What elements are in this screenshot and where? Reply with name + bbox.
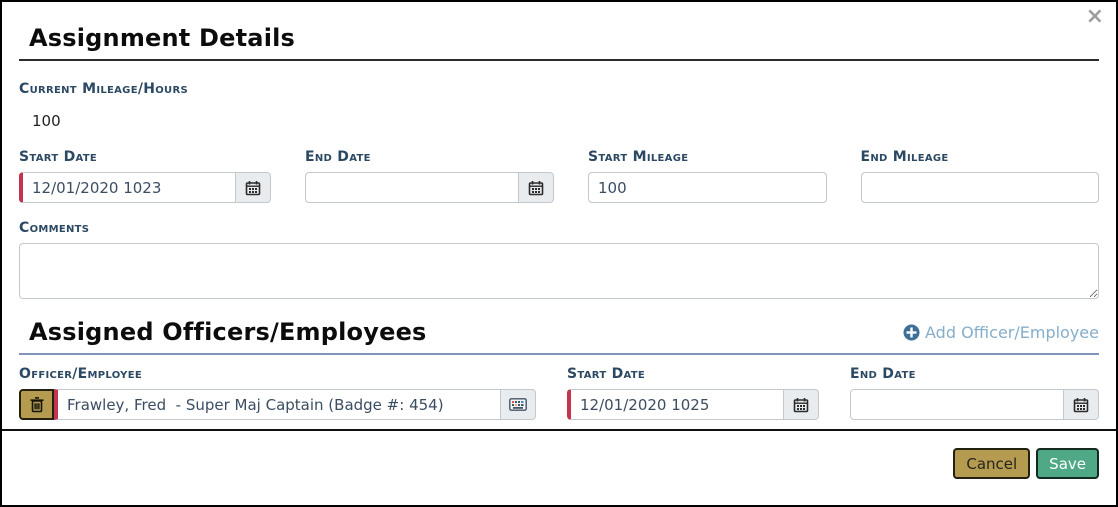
- start-mileage-field: Start Mileage: [588, 149, 827, 203]
- assignment-fields-row: Start Date: [19, 149, 1099, 203]
- officer-end-date-label: End Date: [850, 366, 916, 382]
- modal-footer: Cancel Save: [2, 448, 1099, 479]
- officer-start-date-label: Start Date: [567, 366, 646, 382]
- end-date-label: End Date: [305, 149, 371, 165]
- current-mileage-value: 100: [32, 112, 61, 130]
- title-divider: [19, 59, 1099, 61]
- officer-employee-label: Officer/Employee: [19, 366, 142, 382]
- current-mileage-label: Current Mileage/Hours: [19, 81, 188, 97]
- officer-end-date-field: End Date: [850, 366, 1099, 420]
- calendar-icon[interactable]: [519, 172, 554, 203]
- officer-row: Officer/Employee: [19, 366, 1099, 420]
- modal-content: Assignment Details Current Mileage/Hours…: [2, 24, 1116, 420]
- add-officer-link[interactable]: Add Officer/Employee: [903, 323, 1099, 342]
- trash-icon: [30, 396, 44, 413]
- calendar-icon[interactable]: [1064, 389, 1099, 420]
- officer-end-date-input[interactable]: [850, 389, 1064, 420]
- close-icon[interactable]: ×: [1085, 4, 1104, 29]
- start-mileage-input[interactable]: [588, 172, 827, 203]
- comments-textarea[interactable]: [19, 243, 1099, 299]
- delete-officer-button[interactable]: [19, 389, 54, 420]
- end-mileage-label: End Mileage: [860, 149, 949, 165]
- save-button[interactable]: Save: [1036, 448, 1099, 479]
- end-date-input[interactable]: [305, 172, 519, 203]
- cancel-button[interactable]: Cancel: [953, 448, 1031, 479]
- start-mileage-label: Start Mileage: [588, 149, 689, 165]
- plus-circle-icon: [903, 324, 920, 341]
- keyboard-icon[interactable]: [501, 389, 536, 420]
- officers-section-header: Assigned Officers/Employees Add Officer/…: [19, 318, 1099, 346]
- officers-section-divider: [19, 353, 1099, 355]
- officer-start-date-input[interactable]: [567, 389, 784, 420]
- start-date-label: Start Date: [19, 149, 98, 165]
- footer-divider: [2, 429, 1116, 431]
- officer-employee-field: Officer/Employee: [19, 366, 536, 420]
- officer-start-date-field: Start Date: [567, 366, 819, 420]
- end-mileage-field: End Mileage: [860, 149, 1099, 203]
- add-officer-link-label: Add Officer/Employee: [925, 323, 1099, 342]
- calendar-icon[interactable]: [236, 172, 271, 203]
- officers-section-title: Assigned Officers/Employees: [29, 318, 427, 346]
- comments-label: Comments: [19, 220, 90, 236]
- end-mileage-input[interactable]: [860, 172, 1099, 203]
- page-title: Assignment Details: [29, 24, 296, 52]
- start-date-field: Start Date: [19, 149, 271, 203]
- officer-employee-input[interactable]: [54, 389, 501, 420]
- start-date-input[interactable]: [19, 172, 236, 203]
- end-date-field: End Date: [305, 149, 554, 203]
- calendar-icon[interactable]: [784, 389, 819, 420]
